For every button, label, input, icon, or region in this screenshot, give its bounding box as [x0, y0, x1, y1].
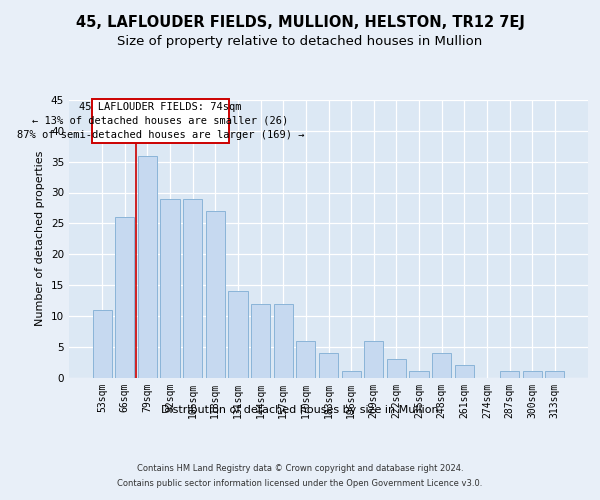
Text: 45, LAFLOUDER FIELDS, MULLION, HELSTON, TR12 7EJ: 45, LAFLOUDER FIELDS, MULLION, HELSTON, … — [76, 15, 524, 30]
Bar — [500, 372, 519, 378]
Bar — [115, 217, 134, 378]
Bar — [251, 304, 270, 378]
Bar — [206, 211, 225, 378]
Bar — [432, 353, 451, 378]
FancyBboxPatch shape — [92, 99, 229, 143]
Bar — [160, 198, 180, 378]
Bar — [319, 353, 338, 378]
Text: Contains HM Land Registry data © Crown copyright and database right 2024.: Contains HM Land Registry data © Crown c… — [137, 464, 463, 473]
Bar — [545, 372, 565, 378]
Bar — [92, 310, 112, 378]
Text: Size of property relative to detached houses in Mullion: Size of property relative to detached ho… — [118, 35, 482, 48]
Text: Contains public sector information licensed under the Open Government Licence v3: Contains public sector information licen… — [118, 479, 482, 488]
Bar — [455, 365, 474, 378]
Bar — [387, 359, 406, 378]
Bar — [523, 372, 542, 378]
Text: 45 LAFLOUDER FIELDS: 74sqm
← 13% of detached houses are smaller (26)
87% of semi: 45 LAFLOUDER FIELDS: 74sqm ← 13% of deta… — [17, 102, 304, 140]
Bar — [409, 372, 428, 378]
Bar — [364, 340, 383, 378]
Bar — [341, 372, 361, 378]
Bar — [183, 198, 202, 378]
Bar — [274, 304, 293, 378]
Text: Distribution of detached houses by size in Mullion: Distribution of detached houses by size … — [161, 405, 439, 415]
Bar — [229, 291, 248, 378]
Bar — [138, 156, 157, 378]
Y-axis label: Number of detached properties: Number of detached properties — [35, 151, 46, 326]
Bar — [296, 340, 316, 378]
